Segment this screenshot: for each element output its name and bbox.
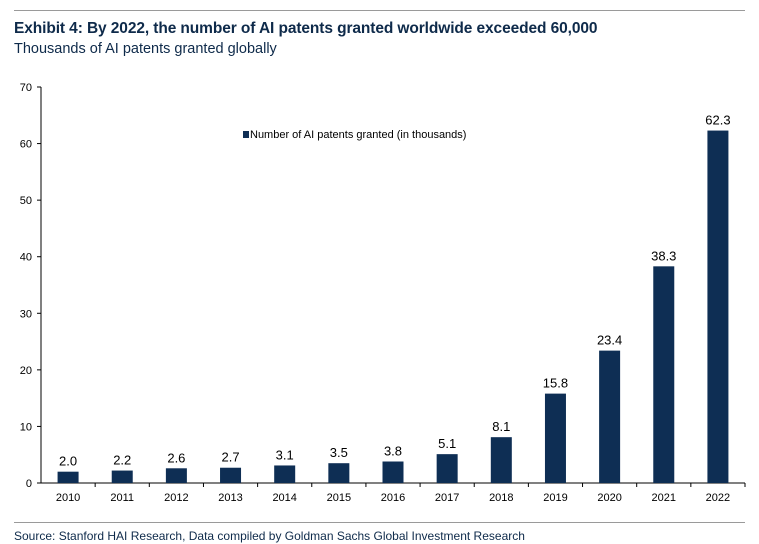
chart-title: Exhibit 4: By 2022, the number of AI pat… [14, 20, 598, 37]
x-tick-label: 2019 [543, 492, 567, 504]
x-tick-label: 2010 [56, 492, 80, 504]
chart-subtitle: Thousands of AI patents granted globally [14, 41, 277, 57]
data-label: 2.0 [59, 454, 77, 469]
x-tick-label: 2017 [435, 492, 459, 504]
x-tick-label: 2020 [597, 492, 621, 504]
data-label: 15.8 [543, 376, 568, 391]
bar [111, 470, 133, 483]
x-tick-label: 2011 [110, 492, 134, 504]
data-label: 5.1 [438, 436, 456, 451]
x-tick-label: 2018 [489, 492, 513, 504]
chart-area: 0 10 20 30 40 50 60 70 2010 2.0 2011 2.2 2012 2.6 2013… [0, 70, 759, 510]
y-tick-label: 40 [20, 252, 32, 264]
y-tick-label: 0 [26, 478, 32, 490]
bar [220, 467, 242, 483]
data-label: 3.5 [330, 445, 348, 460]
x-tick-label: 2021 [652, 492, 676, 504]
data-label: 2.6 [167, 450, 185, 465]
bar [382, 461, 404, 483]
bar [274, 465, 296, 483]
bar [707, 130, 729, 483]
x-tick-label: 2012 [164, 492, 188, 504]
x-tick-label: 2016 [381, 492, 405, 504]
y-tick-label: 70 [20, 82, 32, 94]
data-label: 38.3 [651, 248, 676, 263]
data-label: 23.4 [597, 333, 622, 348]
bar [544, 393, 566, 483]
bar [653, 266, 675, 483]
x-tick-label: 2014 [272, 492, 296, 504]
y-tick-label: 50 [20, 195, 32, 207]
bar [328, 463, 350, 483]
data-label: 8.1 [492, 419, 510, 434]
x-tick-label: 2022 [706, 492, 730, 504]
data-label: 3.8 [384, 444, 402, 459]
bar-chart: 0 10 20 30 40 50 60 70 2010 2.0 2011 2.2 2012 2.6 2013… [20, 82, 746, 504]
data-label: 2.7 [221, 450, 239, 465]
bar [599, 350, 621, 483]
bar [490, 437, 512, 483]
top-rule [14, 10, 745, 11]
data-label: 62.3 [705, 113, 730, 128]
bar [165, 468, 187, 483]
legend-label: Number of AI patents granted (in thousan… [250, 129, 466, 141]
legend-swatch [243, 131, 249, 138]
bottom-rule [14, 522, 745, 523]
x-tick-label: 2015 [327, 492, 351, 504]
y-tick-label: 20 [20, 365, 32, 377]
x-tick-label: 2013 [218, 492, 242, 504]
y-tick-label: 60 [20, 139, 32, 151]
data-label: 3.1 [276, 447, 294, 462]
y-tick-label: 10 [20, 421, 32, 433]
y-tick-label: 30 [20, 308, 32, 320]
bar [57, 471, 79, 483]
bar [436, 454, 458, 483]
data-label: 2.2 [113, 453, 131, 468]
source-note: Source: Stanford HAI Research, Data comp… [14, 529, 525, 543]
